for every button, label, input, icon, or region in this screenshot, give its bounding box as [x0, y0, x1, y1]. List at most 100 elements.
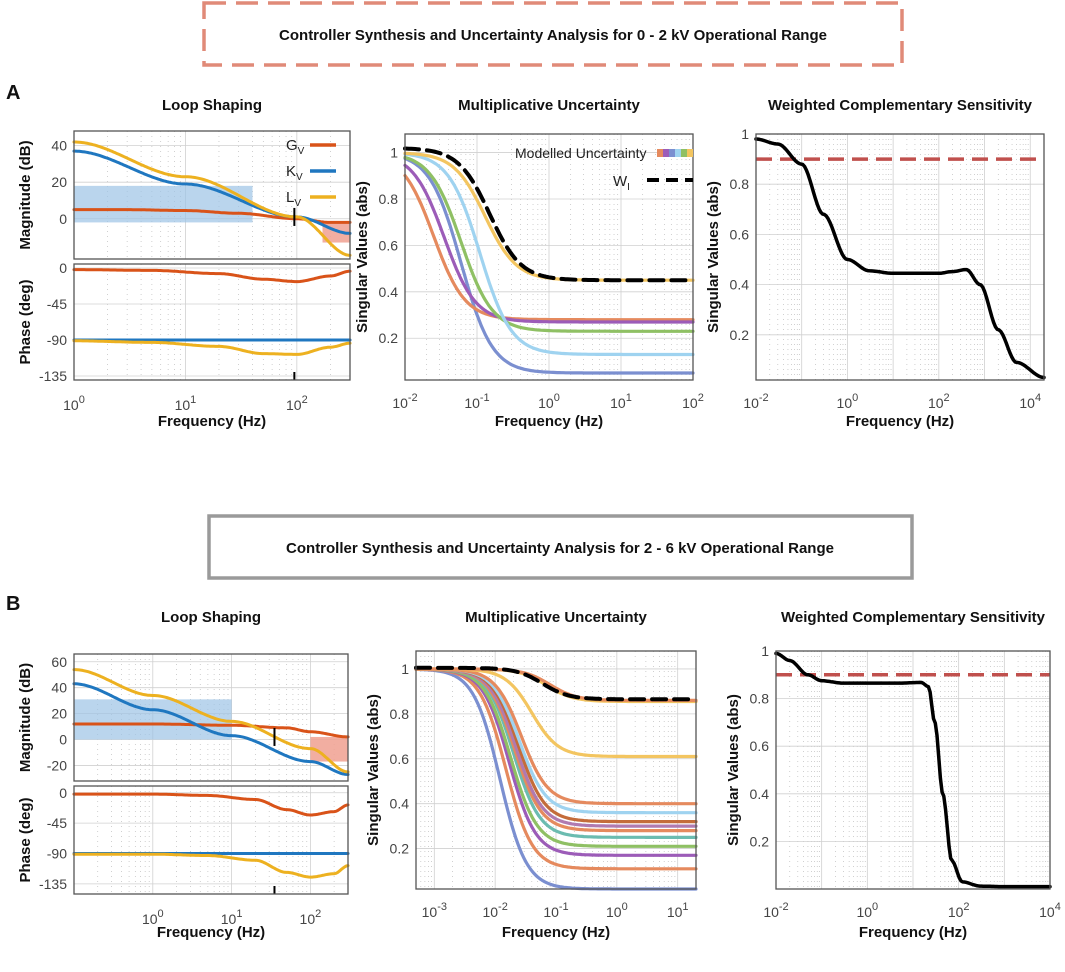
plot-axes — [755, 133, 1045, 381]
plot-axes — [404, 133, 694, 381]
y-tick-label: 0.6 — [750, 738, 770, 754]
loop-shaping-chart: Loop Shaping 60 40 20 0 -20 Magnitude (dB) 0 -45… — [17, 609, 350, 941]
legend-label-uncertainty: Modelled Uncertainty — [515, 145, 647, 161]
y-tick-label: 20 — [51, 706, 67, 722]
series-u2-line — [403, 174, 695, 322]
legend-swatch-uncertainty — [681, 149, 687, 157]
y-tick-label: 0 — [59, 260, 67, 276]
phase-axes — [73, 263, 351, 381]
series-wT-line — [774, 651, 1052, 889]
y-tick-label: 0.8 — [390, 706, 410, 722]
x-tick-label: 102 — [948, 901, 970, 920]
header-b-text: Controller Synthesis and Uncertainty Ana… — [286, 540, 834, 557]
series-u1-line — [403, 156, 695, 375]
low-freq-spec-region — [74, 699, 232, 740]
y-tick-label: 0.8 — [750, 691, 770, 707]
y-tick-label: -90 — [47, 846, 67, 862]
y-axis-label: Singular Values (abs) — [354, 181, 371, 333]
y-tick-label: 0.2 — [379, 330, 399, 346]
chart-title: Loop Shaping — [161, 609, 261, 626]
legend-swatch-uncertainty — [663, 149, 669, 157]
series-W_I-line — [414, 665, 698, 702]
series-u3-line — [403, 163, 695, 324]
panel-label-a: A — [6, 82, 20, 104]
phase-axis-label: Phase (deg) — [17, 279, 34, 364]
y-tick-label: -45 — [47, 815, 67, 831]
x-tick-label: 10-1 — [464, 392, 489, 411]
y-tick-label: 40 — [51, 680, 67, 696]
phase-axes — [73, 785, 349, 895]
series-wT-line — [754, 137, 1046, 380]
x-tick-label: 100 — [63, 394, 85, 413]
series-W_I-line — [403, 146, 695, 283]
x-tick-label: 10-2 — [743, 392, 768, 411]
x-tick-label: 104 — [1019, 392, 1041, 411]
loop-shaping-chart: Loop Shaping 40 20 0 Magnitude (dB) GV KV LV 0 -4… — [17, 97, 352, 430]
x-tick-label: 100 — [856, 901, 878, 920]
y-axis-label: Singular Values (abs) — [365, 694, 382, 846]
x-tick-label: 100 — [837, 392, 859, 411]
series-u5-line — [403, 152, 695, 357]
y-tick-label: -135 — [39, 876, 67, 892]
y-tick-label: -135 — [39, 368, 67, 384]
low-freq-spec-region — [74, 185, 253, 223]
x-tick-label: 102 — [300, 908, 322, 927]
chart-title: Multiplicative Uncertainty — [458, 97, 640, 114]
legend-swatch-uncertainty — [669, 149, 675, 157]
x-tick-label: 100 — [142, 908, 164, 927]
panel-label-b: B — [6, 593, 20, 615]
x-tick-label: 102 — [682, 392, 704, 411]
y-tick-label: 60 — [51, 654, 67, 670]
y-tick-label: 0.4 — [390, 796, 410, 812]
magnitude-G-line — [72, 722, 350, 739]
magnitude-axes — [73, 653, 349, 782]
x-axis-label: Frequency (Hz) — [859, 924, 967, 941]
x-tick-label: 10-2 — [763, 901, 788, 920]
x-tick-label: 10-2 — [392, 392, 417, 411]
x-tick-label: 101 — [175, 394, 197, 413]
y-tick-label: -20 — [47, 757, 67, 773]
y-tick-label: 20 — [51, 174, 67, 190]
magnitude-axis-label: Magnitude (dB) — [17, 140, 34, 249]
chart-title: Weighted Complementary Sensitivity — [781, 609, 1046, 626]
x-tick-label: 10-2 — [482, 901, 507, 920]
x-tick-label: 104 — [1039, 901, 1061, 920]
x-tick-label: 101 — [610, 392, 632, 411]
x-axis-label: Frequency (Hz) — [158, 413, 266, 430]
magnitude-L-line — [72, 668, 350, 774]
singular-values-chart: Multiplicative Uncertainty 1 0.8 0.6 0.4 0.2 1… — [365, 609, 698, 941]
x-tick-label: 102 — [928, 392, 950, 411]
phase-G-line — [72, 268, 352, 284]
plot-axes — [775, 650, 1051, 890]
legend-label-K: KV — [286, 163, 303, 183]
y-tick-label: -45 — [47, 296, 67, 312]
x-axis-label: Frequency (Hz) — [157, 924, 265, 941]
y-tick-label: 0 — [59, 211, 67, 227]
series-u2-line — [414, 667, 698, 871]
y-tick-label: 0 — [59, 785, 67, 801]
y-tick-label: 0.8 — [730, 176, 750, 192]
y-tick-label: 1 — [741, 126, 749, 142]
legend-label-G: GV — [286, 137, 305, 157]
phase-axis-label: Phase (deg) — [17, 797, 34, 882]
magnitude-L-line — [72, 140, 352, 257]
y-tick-label: 1 — [401, 661, 409, 677]
chart-title: Loop Shaping — [162, 97, 262, 114]
singular-values-chart: Weighted Complementary Sensitivity 1 0.8 0.… — [705, 97, 1046, 430]
plot-axes — [415, 650, 697, 890]
magnitude-K-line — [72, 682, 350, 776]
x-axis-label: Frequency (Hz) — [502, 924, 610, 941]
y-tick-label: 0.6 — [390, 751, 410, 767]
y-tick-label: 1 — [390, 145, 398, 161]
x-axis-label: Frequency (Hz) — [846, 413, 954, 430]
y-tick-label: 0.4 — [750, 786, 770, 802]
header-box-a — [202, 1, 904, 67]
y-tick-label: 40 — [51, 138, 67, 154]
x-tick-label: 101 — [667, 901, 689, 920]
x-tick-label: 102 — [286, 394, 308, 413]
magnitude-axis-label: Magnitude (dB) — [17, 663, 34, 772]
singular-values-chart: Weighted Complementary Sensitivity 1 0.8 0.… — [725, 609, 1061, 941]
legend-swatch-uncertainty — [675, 149, 681, 157]
legend-swatch-uncertainty — [657, 149, 663, 157]
header-box-b — [207, 514, 914, 580]
